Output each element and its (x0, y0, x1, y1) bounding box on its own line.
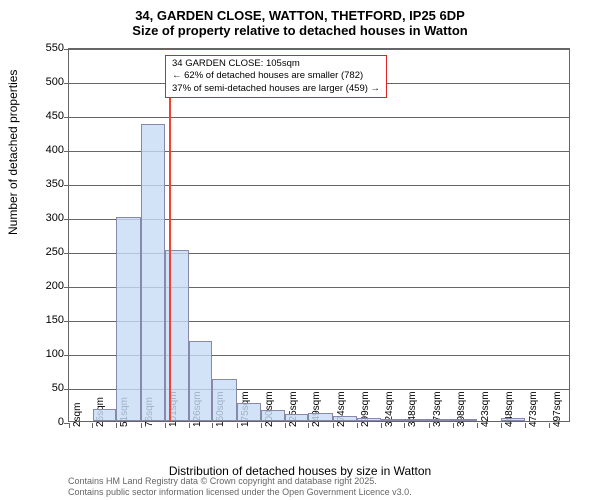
ytick-label: 150 (46, 314, 64, 326)
xtick-label: 2sqm (72, 403, 83, 427)
ytick-mark (64, 389, 69, 390)
xtick-mark (212, 423, 213, 428)
ytick-mark (64, 253, 69, 254)
xtick-mark (141, 423, 142, 428)
xtick-mark (308, 423, 309, 428)
xtick-mark (429, 423, 430, 428)
xtick-label: 299sqm (360, 391, 371, 427)
ytick-mark (64, 321, 69, 322)
histogram-bar (93, 409, 116, 421)
xtick-mark (477, 423, 478, 428)
ytick-mark (64, 287, 69, 288)
ytick-mark (64, 117, 69, 118)
xtick-mark (549, 423, 550, 428)
ytick-label: 350 (46, 178, 64, 190)
chart-title: 34, GARDEN CLOSE, WATTON, THETFORD, IP25… (0, 0, 600, 42)
ytick-label: 400 (46, 144, 64, 156)
ytick-mark (64, 151, 69, 152)
histogram-bar (285, 414, 308, 421)
histogram-bar (381, 419, 404, 421)
xtick-label: 497sqm (552, 391, 563, 427)
xtick-label: 274sqm (336, 391, 347, 427)
xtick-mark (165, 423, 166, 428)
histogram-bar (453, 419, 477, 421)
xtick-mark (404, 423, 405, 428)
xtick-mark (333, 423, 334, 428)
title-line-2: Size of property relative to detached ho… (0, 23, 600, 38)
grid-line (69, 49, 569, 50)
xtick-mark (357, 423, 358, 428)
histogram-bar (237, 403, 261, 421)
footer-credits: Contains HM Land Registry data © Crown c… (68, 476, 412, 498)
xtick-label: 373sqm (432, 391, 443, 427)
histogram-bar (429, 419, 453, 421)
ytick-mark (64, 49, 69, 50)
y-axis-label: Number of detached properties (6, 70, 20, 235)
histogram-bar (333, 416, 357, 421)
histogram-bar (357, 418, 381, 421)
xtick-mark (237, 423, 238, 428)
xtick-label: 348sqm (407, 391, 418, 427)
ytick-mark (64, 83, 69, 84)
histogram-bar (261, 410, 285, 421)
histogram-bar (116, 217, 140, 421)
ytick-label: 100 (46, 348, 64, 360)
xtick-mark (261, 423, 262, 428)
ytick-label: 500 (46, 76, 64, 88)
ytick-label: 550 (46, 42, 64, 54)
histogram-bar (212, 379, 236, 421)
ytick-mark (64, 219, 69, 220)
xtick-mark (189, 423, 190, 428)
xtick-mark (381, 423, 382, 428)
xtick-label: 225sqm (288, 391, 299, 427)
grid-line (69, 117, 569, 118)
xtick-mark (501, 423, 502, 428)
xtick-mark (116, 423, 117, 428)
xtick-label: 473sqm (528, 391, 539, 427)
reference-line (169, 57, 171, 421)
ytick-label: 450 (46, 110, 64, 122)
histogram-bar (189, 341, 212, 421)
title-line-1: 34, GARDEN CLOSE, WATTON, THETFORD, IP25… (0, 8, 600, 23)
ytick-mark (64, 185, 69, 186)
xtick-mark (525, 423, 526, 428)
annotation-line: 34 GARDEN CLOSE: 105sqm (172, 58, 380, 70)
histogram-bar (404, 419, 428, 421)
footer-line-2: Contains public sector information licen… (68, 487, 412, 498)
ytick-label: 300 (46, 212, 64, 224)
xtick-mark (285, 423, 286, 428)
xtick-mark (453, 423, 454, 428)
xtick-label: 249sqm (311, 391, 322, 427)
histogram-bar (141, 124, 165, 421)
histogram-bar (501, 418, 525, 421)
ytick-label: 50 (52, 382, 64, 394)
ytick-label: 250 (46, 246, 64, 258)
xtick-mark (92, 423, 93, 428)
ytick-label: 200 (46, 280, 64, 292)
xtick-label: 448sqm (504, 391, 515, 427)
xtick-label: 423sqm (480, 391, 491, 427)
ytick-mark (64, 355, 69, 356)
xtick-label: 324sqm (384, 391, 395, 427)
footer-line-1: Contains HM Land Registry data © Crown c… (68, 476, 412, 487)
xtick-label: 398sqm (456, 391, 467, 427)
annotation-line: 37% of semi-detached houses are larger (… (172, 83, 380, 95)
annotation-box: 34 GARDEN CLOSE: 105sqm← 62% of detached… (165, 55, 387, 98)
ytick-label: 0 (58, 416, 64, 428)
xtick-mark (69, 423, 70, 428)
histogram-chart: 2sqm26sqm51sqm76sqm101sqm126sqm150sqm175… (68, 48, 570, 422)
annotation-line: ← 62% of detached houses are smaller (78… (172, 70, 380, 82)
histogram-bar (308, 413, 332, 421)
